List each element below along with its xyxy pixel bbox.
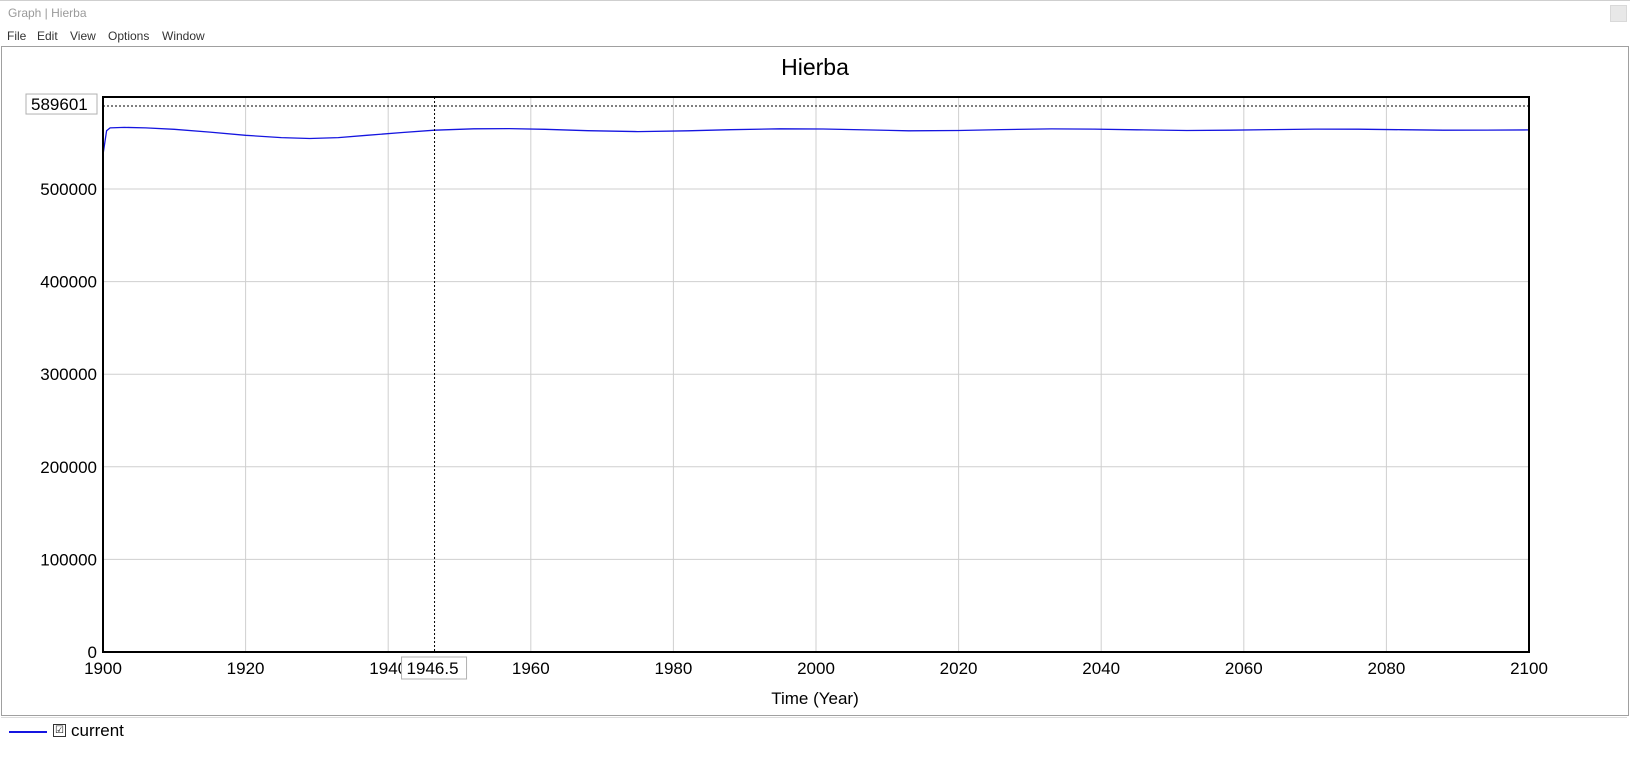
x-tick-label: 1960 <box>512 659 550 678</box>
y-tick-label: 500000 <box>40 180 97 199</box>
y-tick-label: 300000 <box>40 365 97 384</box>
menu-view[interactable]: View <box>70 29 96 43</box>
title-bar[interactable]: Graph | Hierba <box>0 0 1630 26</box>
x-tick-label: 2040 <box>1082 659 1120 678</box>
x-axis-label: Time (Year) <box>771 689 859 708</box>
menu-file[interactable]: File <box>7 29 27 43</box>
x-tick-label: 1980 <box>654 659 692 678</box>
series-line-current <box>102 126 1530 155</box>
window-title: Graph | Hierba <box>8 6 87 20</box>
x-tick-label: 1940 <box>369 659 407 678</box>
x-readout-value: 1946.5 <box>407 659 459 678</box>
menu-bar: File Edit View Options Window <box>0 26 1630 46</box>
x-tick-label: 2100 <box>1510 659 1548 678</box>
x-tick-label: 2000 <box>797 659 835 678</box>
line-chart[interactable]: Hierba 0 100000 200000 300000 400000 500000 1… <box>2 47 1628 715</box>
y-tick-label: 200000 <box>40 458 97 477</box>
chart-title: Hierba <box>781 54 849 80</box>
x-axis-ticks: 1900 1920 1940 1960 1980 2000 2020 2040 2060 2080… <box>84 659 1548 678</box>
x-tick-label: 1920 <box>227 659 265 678</box>
plot-frame <box>102 96 1530 653</box>
menu-options[interactable]: Options <box>108 29 150 43</box>
menu-edit[interactable]: Edit <box>37 29 58 43</box>
graph-panel[interactable]: Hierba 0 100000 200000 300000 400000 500000 1… <box>1 46 1629 716</box>
legend-line-swatch <box>9 731 47 733</box>
y-tick-label: 0 <box>88 643 97 662</box>
menu-window[interactable]: Window <box>162 29 205 43</box>
x-tick-label: 2080 <box>1367 659 1405 678</box>
y-tick-label: 100000 <box>40 550 97 569</box>
legend-bar: ☑ current <box>1 717 1627 744</box>
legend-label: current <box>71 721 124 740</box>
y-axis-ticks: 0 100000 200000 300000 400000 500000 <box>40 180 97 662</box>
legend-checkbox[interactable]: ☑ <box>53 724 66 737</box>
chart-grid <box>103 97 1529 652</box>
crosshair-y-readout: 589601 <box>25 93 98 115</box>
y-tick-label: 400000 <box>40 273 97 292</box>
y-readout-value: 589601 <box>31 95 88 114</box>
x-tick-label: 1900 <box>84 659 122 678</box>
crosshair-x-readout: 1946.5 <box>401 656 468 680</box>
window-control-button[interactable] <box>1610 5 1627 22</box>
window-bottom-area <box>0 745 1630 779</box>
x-tick-label: 2020 <box>940 659 978 678</box>
x-tick-label: 2060 <box>1225 659 1263 678</box>
